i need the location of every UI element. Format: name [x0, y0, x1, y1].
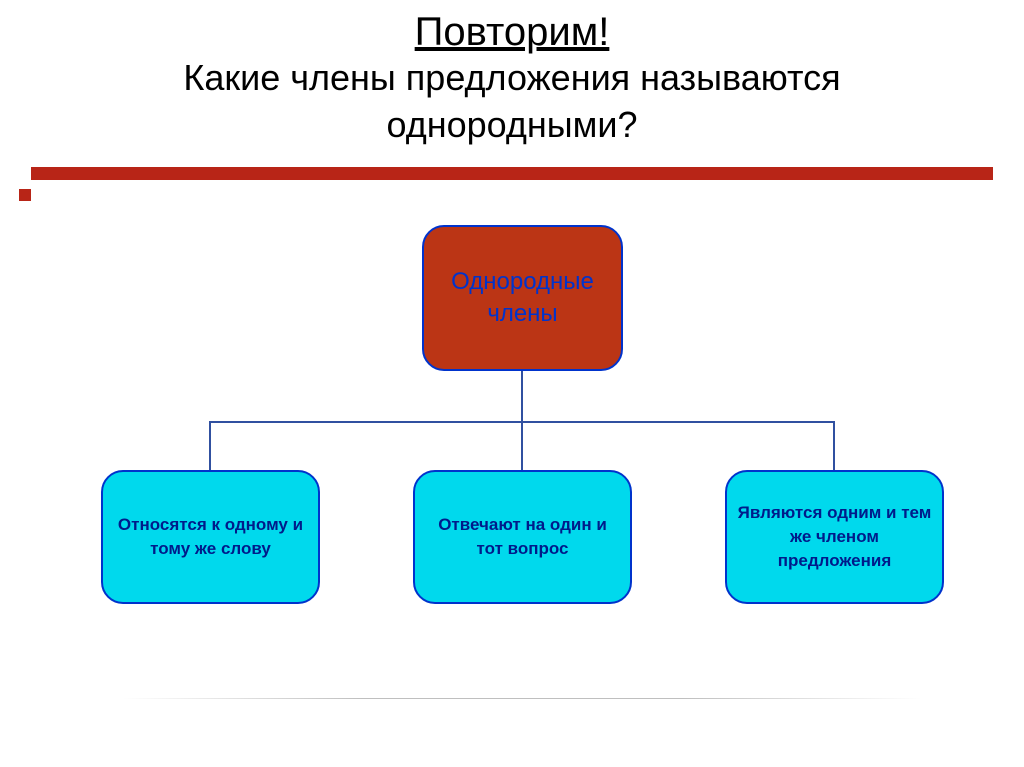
child-text-2: Отвечают на один и тот вопрос [425, 513, 620, 561]
title-sub-line1: Какие члены предложения называются [0, 55, 1024, 102]
square-marker-icon [19, 189, 31, 201]
child-text-3: Являются одним и тем же членом предложен… [737, 501, 932, 572]
title-main: Повторим! [0, 10, 1024, 55]
accent-bar [31, 167, 993, 180]
title-sub-line2: однородными? [0, 102, 1024, 149]
connector-v2 [521, 421, 523, 470]
connector-v3 [833, 421, 835, 470]
child-node-2: Отвечают на один и тот вопрос [413, 470, 632, 604]
connector-main [521, 371, 523, 423]
root-node: Однородные члены [422, 225, 623, 371]
child-text-1: Относятся к одному и тому же слову [113, 513, 308, 561]
connector-v1 [209, 421, 211, 470]
child-node-3: Являются одним и тем же членом предложен… [725, 470, 944, 604]
root-line1: Однородные [451, 268, 594, 295]
bottom-divider [122, 698, 922, 699]
child-node-1: Относятся к одному и тому же слову [101, 470, 320, 604]
root-line2: члены [487, 300, 557, 327]
root-node-text: Однородные члены [451, 266, 594, 331]
title-area: Повторим! Какие члены предложения называ… [0, 0, 1024, 149]
